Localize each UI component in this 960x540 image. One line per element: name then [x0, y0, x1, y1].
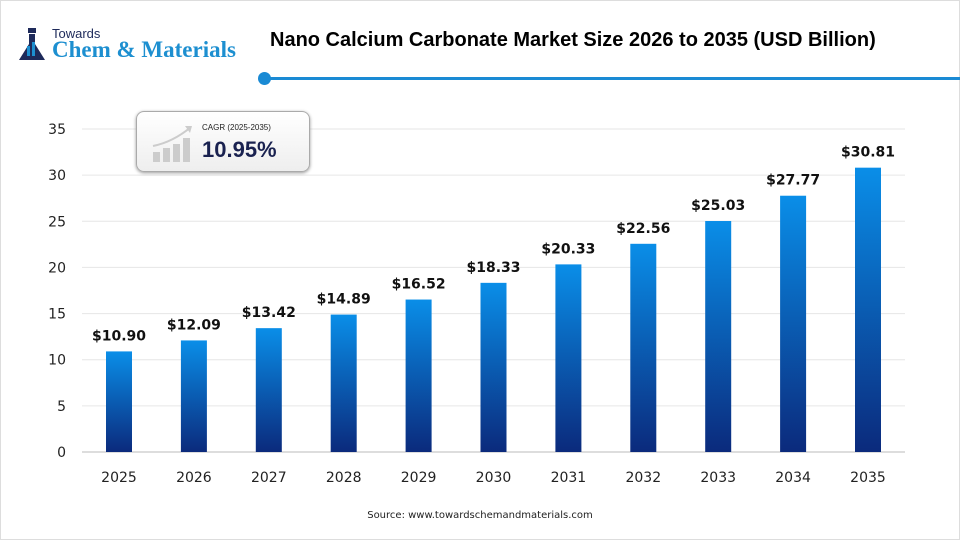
bar: [705, 221, 732, 452]
y-tick-label: 35: [48, 122, 66, 138]
data-label: $12.09: [167, 317, 221, 333]
bar: [630, 243, 657, 452]
bar: [480, 282, 507, 452]
bar: [555, 264, 582, 452]
x-tick-label: 2035: [850, 470, 886, 486]
y-tick-label: 25: [48, 214, 66, 230]
y-tick-label: 20: [48, 260, 66, 276]
x-tick-label: 2026: [176, 470, 212, 486]
y-tick-label: 10: [48, 353, 66, 369]
logo-line1: Towards: [52, 26, 101, 41]
bar: [330, 314, 357, 452]
data-label: $18.33: [466, 260, 520, 276]
x-tick-label: 2028: [326, 470, 362, 486]
growth-chart-icon: [152, 126, 192, 162]
logo-line2: Chem & Materials: [52, 37, 236, 62]
y-tick-label: 0: [57, 445, 66, 461]
x-tick-label: 2030: [476, 470, 512, 486]
data-label: $30.81: [841, 145, 895, 161]
x-tick-label: 2034: [775, 470, 811, 486]
bar: [180, 340, 207, 452]
data-label: $27.77: [766, 173, 820, 189]
bar: [106, 351, 132, 452]
x-tick-label: 2029: [401, 470, 437, 486]
y-tick-label: 30: [48, 168, 66, 184]
x-tick-label: 2031: [551, 470, 587, 486]
bar: [855, 167, 881, 452]
x-tick-label: 2027: [251, 470, 287, 486]
data-label: $25.03: [691, 198, 745, 214]
bar: [780, 195, 807, 452]
bar: [405, 299, 432, 452]
title-dot: [258, 72, 271, 85]
data-label: $10.90: [92, 328, 146, 344]
data-label: $13.42: [242, 305, 296, 321]
cagr-box: CAGR (2025-2035) 10.95%: [136, 111, 310, 172]
x-tick-label: 2025: [101, 470, 137, 486]
data-label: $22.56: [616, 221, 670, 237]
x-tick-label: 2032: [625, 470, 661, 486]
data-label: $16.52: [392, 277, 446, 293]
cagr-value: 10.95%: [202, 137, 277, 162]
title-underline: [265, 77, 960, 80]
data-label: $20.33: [541, 241, 595, 257]
source-note: Source: www.towardschemandmaterials.com: [367, 510, 593, 521]
y-tick-label: 5: [57, 399, 66, 415]
bar: [255, 328, 282, 452]
data-label: $14.89: [317, 292, 371, 308]
chart-title: Nano Calcium Carbonate Market Size 2026 …: [270, 29, 876, 51]
y-tick-label: 15: [48, 307, 66, 323]
cagr-label: CAGR (2025-2035): [202, 123, 271, 132]
x-tick-label: 2033: [700, 470, 736, 486]
flask-icon: [19, 28, 45, 60]
logo: Towards Chem & Materials: [16, 26, 256, 66]
